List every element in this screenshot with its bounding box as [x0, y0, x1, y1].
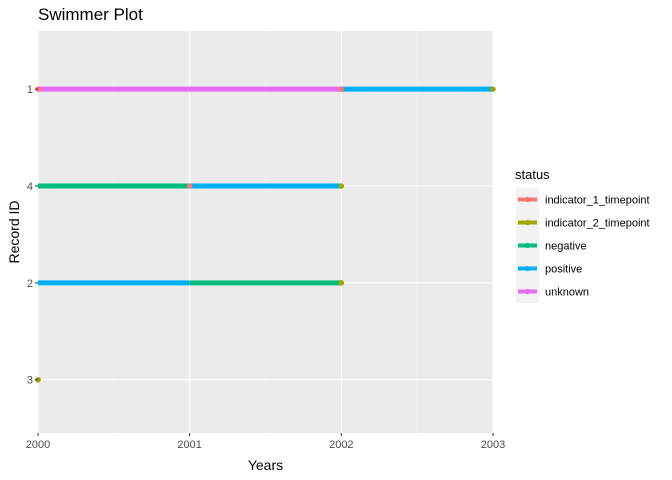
- legend-key-point: [524, 219, 531, 226]
- x-tick-label: 2003: [481, 439, 505, 451]
- legend-title: status: [515, 167, 550, 182]
- legend-label: positive: [545, 264, 582, 276]
- y-tick-label: 1: [27, 84, 33, 96]
- legend-key-negative: [516, 234, 539, 257]
- marker-indicator_2_timepoint-record-2: [338, 280, 345, 286]
- legend-key-point: [524, 288, 531, 295]
- legend-label: indicator_1_timepoint: [545, 195, 650, 207]
- legend-label: unknown: [545, 287, 589, 299]
- legend-key-unknown: [516, 280, 539, 303]
- x-tick-label: 2000: [26, 439, 50, 451]
- y-tick-label: 2: [27, 278, 33, 290]
- legend-key-point: [524, 196, 531, 203]
- x-tick-label: 2001: [177, 439, 201, 451]
- y-tick-label: 4: [27, 181, 33, 193]
- marker-indicator_2_timepoint-record-1: [490, 86, 496, 92]
- legend-label: negative: [545, 241, 587, 253]
- legend-key-indicator_1_timepoint: [516, 188, 539, 211]
- legend-key-point: [524, 265, 531, 272]
- minor-gridlines: [113, 31, 418, 433]
- x-axis-title: Years: [248, 457, 283, 473]
- marker-indicator_1_timepoint-record-4: [186, 183, 193, 189]
- y-tick-label: 3: [27, 375, 33, 387]
- legend-key-positive: [516, 257, 539, 280]
- legend-key-indicator_2_timepoint: [516, 211, 539, 234]
- status-segments: [38, 86, 493, 286]
- legend: status indicator_1_timepoint indicator_2_…: [515, 167, 650, 303]
- legend-label: indicator_2_timepoint: [545, 218, 650, 230]
- marker-indicator_2_timepoint-record-4: [338, 183, 345, 189]
- x-axis-ticks: 2000 2001 2002 2003: [26, 433, 505, 451]
- y-axis-title: Record ID: [6, 200, 22, 263]
- chart-title: Swimmer Plot: [38, 5, 143, 24]
- x-tick-label: 2002: [329, 439, 353, 451]
- legend-key-point: [524, 242, 531, 249]
- y-axis-ticks: 1 4 2 3: [27, 84, 38, 387]
- marker-indicator_1_timepoint-record-1: [338, 86, 345, 92]
